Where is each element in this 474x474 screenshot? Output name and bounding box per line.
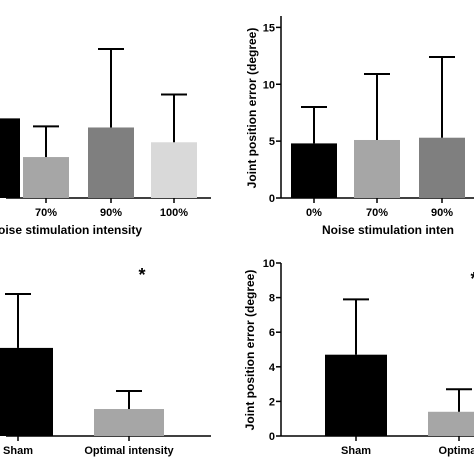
- x-axis-title: oise stimulation intensity: [0, 223, 142, 237]
- x-tick-label: 100%: [160, 207, 188, 219]
- x-tick-label: Optimal: [439, 445, 474, 457]
- y-tick-label: 6: [269, 327, 275, 339]
- y-axis-title: Joint position error (degree): [243, 270, 257, 431]
- y-axis-title: Joint position error (degree): [245, 28, 259, 189]
- x-tick-label: Sham: [341, 445, 371, 457]
- panel-bottom-left: * Sham Optimal intensity: [0, 265, 211, 457]
- bar: [151, 142, 197, 198]
- y-tick-label: 5: [269, 136, 275, 148]
- bar: [88, 127, 134, 198]
- bar: [23, 157, 69, 198]
- bar: [419, 137, 465, 198]
- panel-top-right: Joint position error (degree) Noise stim…: [245, 16, 474, 237]
- x-tick-label: Optimal intensity: [84, 445, 174, 457]
- bar: [325, 354, 387, 436]
- bar: [428, 411, 474, 436]
- y-tick-label: 10: [263, 258, 275, 270]
- panel-bottom-right: Joint position error (degree) * 0 2 4 6 8 10 S…: [243, 258, 474, 457]
- bar: [291, 143, 337, 198]
- x-tick-label: 0%: [306, 207, 322, 219]
- significance-marker: *: [470, 269, 474, 289]
- y-tick-label: 4: [269, 362, 276, 374]
- x-tick-label: 70%: [366, 207, 388, 219]
- y-tick-label: 2: [269, 396, 275, 408]
- bar: [0, 347, 53, 436]
- x-tick-label: Sham: [3, 445, 33, 457]
- y-tick-label: 15: [263, 22, 275, 34]
- bar: [94, 409, 164, 436]
- x-tick-label: 90%: [100, 207, 122, 219]
- y-tick-label: 0: [269, 193, 275, 205]
- y-tick-label: 0: [269, 431, 275, 443]
- x-tick-label: 90%: [431, 207, 453, 219]
- x-tick-label: 70%: [35, 207, 57, 219]
- x-axis-title: Noise stimulation inten: [322, 223, 454, 237]
- y-tick-label: 8: [269, 293, 275, 305]
- bar: [0, 118, 20, 198]
- panel-top-left: oise stimulation intensity 70% 90% 100%: [0, 47, 211, 237]
- significance-marker: *: [138, 265, 145, 285]
- y-tick-label: 10: [263, 79, 275, 91]
- bar: [354, 139, 400, 198]
